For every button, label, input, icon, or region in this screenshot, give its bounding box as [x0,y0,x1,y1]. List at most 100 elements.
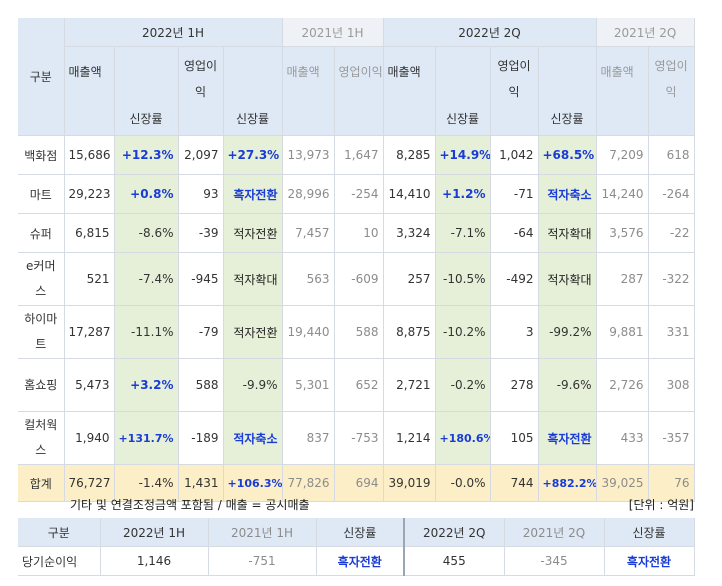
net-cell: -345 [504,546,605,576]
table-cell: 652 [334,358,384,412]
table-cell: -189 [178,411,224,465]
table-cell: 14,410 [382,174,436,214]
table-cell: 1,042 [490,135,539,175]
table-cell: 3,324 [382,213,436,253]
table-cell: -753 [334,411,384,465]
row-label: e커머스 [18,252,65,306]
table-cell: 적자축소 [223,411,283,465]
table-cell: -322 [648,252,695,306]
table-cell: 77,826 [282,464,335,502]
header-sales: 매출액 [596,46,649,136]
table-cell: +882.2% [538,464,597,502]
table-cell: -9.9% [223,358,283,412]
table-cell: -609 [334,252,384,306]
table-cell: +180.6% [435,411,491,465]
table-cell: 10 [334,213,384,253]
table-cell: +1.2% [435,174,491,214]
table-cell: 9,881 [596,305,649,359]
net-header-growth: 신장률 [604,518,695,547]
table-cell: 287 [596,252,649,306]
table-cell: 588 [334,305,384,359]
total-row: 합계 76,727 -1.4% 1,431 +106.3% 77,826 694 39,019… [18,464,695,502]
table-cell: 278 [490,358,539,412]
table-cell: -9.6% [538,358,597,412]
table-cell: -10.2% [435,305,491,359]
table-cell: 3,576 [596,213,649,253]
table-cell: -79 [178,305,224,359]
table-cell: 1,431 [178,464,224,502]
table-cell: 1,647 [334,135,384,175]
header-sales: 매출액 [282,46,335,136]
header-growth: 신장률 [114,46,179,136]
table-cell: +68.5% [538,135,597,175]
header-op: 영업이익 [648,46,695,136]
net-cell: -751 [208,546,317,576]
net-row-label: 당기순이익 [18,546,101,576]
header-growth: 신장률 [538,46,597,136]
table-cell: 흑자전환 [538,411,597,465]
table-cell: -71 [490,174,539,214]
net-header-gubun: 구분 [18,518,101,547]
table-cell: -492 [490,252,539,306]
row-label: 슈퍼 [18,213,65,253]
table-cell: +131.7% [114,411,179,465]
table-cell: -7.4% [114,252,179,306]
table-cell: 5,301 [282,358,335,412]
net-cell: 흑자전환 [316,546,405,576]
table-cell: 8,285 [382,135,436,175]
table-cell: -945 [178,252,224,306]
table-cell: 837 [282,411,335,465]
table-row: 하이마트 17,287 -11.1% -79 적자전환 19,440 588 8,875 -10… [18,305,695,359]
table-cell: 618 [648,135,695,175]
table-cell: 29,223 [63,174,115,214]
table-cell: 2,726 [596,358,649,412]
table-cell: -8.6% [114,213,179,253]
table-cell: 2,721 [382,358,436,412]
table-cell: -1.4% [114,464,179,502]
table-cell: 76,727 [63,464,115,502]
total-label: 합계 [18,464,65,502]
table-cell: 744 [490,464,539,502]
header-2022-2q: 2022년 2Q [382,18,597,47]
performance-table: 구분 2022년 1H 2021년 1H 2022년 2Q 2021년 2Q 매… [18,18,695,502]
table-cell: 5,473 [63,358,115,412]
header-sales: 매출액 [63,46,115,136]
header-growth: 신장률 [223,46,283,136]
table-cell: 8,875 [382,305,436,359]
table-cell: 257 [382,252,436,306]
table-cell: 521 [63,252,115,306]
header-2022-1h: 2022년 1H [63,18,283,47]
net-header-2021-2q: 2021년 2Q [504,518,605,547]
table-cell: -11.1% [114,305,179,359]
table-row: 홈쇼핑 5,473 +3.2% 588 -9.9% 5,301 652 2,721 -0.2% 2… [18,358,695,412]
table-cell: -7.1% [435,213,491,253]
table-cell: 563 [282,252,335,306]
table-cell: 2,097 [178,135,224,175]
table-cell: 433 [596,411,649,465]
table-cell: 적자확대 [223,252,283,306]
header-sales: 매출액 [382,46,436,136]
table-cell: 19,440 [282,305,335,359]
table-cell: 적자전환 [223,305,283,359]
row-label: 컬처웍스 [18,411,65,465]
table-cell: -0.0% [435,464,491,502]
table-cell: 308 [648,358,695,412]
table-cell: -64 [490,213,539,253]
net-header-2021-1h: 2021년 1H [208,518,317,547]
header-gubun: 구분 [18,18,65,136]
table-cell: -99.2% [538,305,597,359]
table-cell: -22 [648,213,695,253]
table-row: 컬처웍스 1,940 +131.7% -189 적자축소 837 -753 1,214 +180… [18,411,695,465]
table-cell: -39 [178,213,224,253]
net-cell: 흑자전환 [604,546,695,576]
table-cell: +0.8% [114,174,179,214]
header-2021-1h: 2021년 1H [282,18,384,47]
table-row: 백화점 15,686 +12.3% 2,097 +27.3% 13,973 1,647 8,2… [18,135,695,175]
table-cell: 적자전환 [223,213,283,253]
table-cell: 694 [334,464,384,502]
row-label: 마트 [18,174,65,214]
table-cell: 7,209 [596,135,649,175]
table-cell: 1,940 [63,411,115,465]
table-cell: 흑자전환 [223,174,283,214]
table-cell: +14.9% [435,135,491,175]
